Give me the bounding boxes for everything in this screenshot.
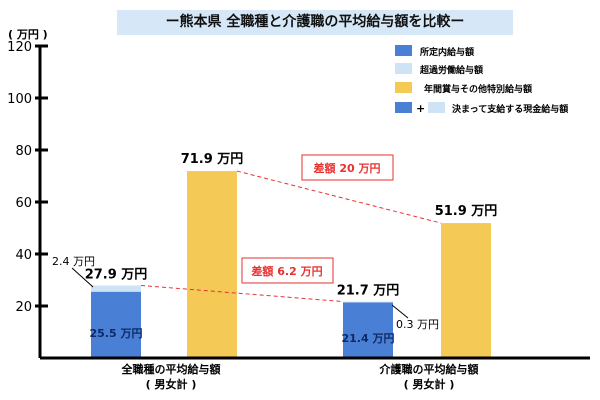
bar-bonus [441, 223, 491, 358]
legend-label: 超過労働給与額 [419, 64, 483, 76]
legend-swatch [395, 82, 412, 93]
legend-swatch [395, 63, 412, 74]
leader-line [71, 267, 94, 288]
y-axis-label: ( 万円 ) [8, 28, 48, 41]
y-tick-label: 20 [15, 300, 32, 315]
legend-label: 所定内給与額 [420, 46, 474, 58]
leader-line [391, 304, 409, 319]
chart-title: ー熊本県 全職種と介護職の平均給与額を比較ー [117, 10, 513, 35]
y-tick-label: 80 [15, 144, 32, 159]
data-label-bonus: 71.9 万円 [181, 152, 244, 167]
data-label-total: 21.7 万円 [337, 284, 400, 299]
data-label-overtime: 0.3 万円 [396, 318, 439, 331]
data-label-total: 27.9 万円 [85, 267, 148, 282]
x-tick-label: 全職種の平均給与額 [121, 362, 221, 376]
y-tick-label: 100 [7, 92, 32, 107]
bar-overtime [343, 301, 393, 303]
difference-line [236, 170, 442, 224]
legend-plus: + [416, 102, 425, 115]
legend-label: 決まって支給する現金給与額 [452, 103, 568, 115]
bar-overtime [91, 285, 141, 292]
bar-base-salary [91, 291, 141, 358]
difference-line [140, 284, 344, 303]
x-tick-label: 介護職の平均給与額 [379, 362, 479, 376]
bar-bonus [187, 171, 237, 358]
data-label-base: 25.5 万円 [90, 327, 143, 340]
data-label-base: 21.4 万円 [342, 332, 395, 345]
annotation-text: 差額 6.2 万円 [251, 264, 322, 278]
data-label-overtime: 2.4 万円 [52, 255, 95, 268]
annotation-box [241, 257, 334, 284]
y-tick-label: 120 [7, 40, 32, 55]
data-label-bonus: 51.9 万円 [435, 204, 498, 219]
bar-base-salary [343, 302, 393, 358]
y-tick-label: 60 [15, 196, 32, 211]
legend-swatch [395, 102, 412, 113]
legend-swatch [395, 45, 412, 56]
x-tick-label-sub: ( 男女計 ) [404, 377, 455, 391]
annotation-box [301, 154, 394, 181]
legend-label: 年間賞与その他特別給与額 [424, 83, 532, 95]
y-tick-label: 40 [15, 248, 32, 263]
annotation-text: 差額 20 万円 [314, 161, 381, 175]
x-tick-label-sub: ( 男女計 ) [146, 377, 197, 391]
legend-swatch [428, 102, 445, 113]
